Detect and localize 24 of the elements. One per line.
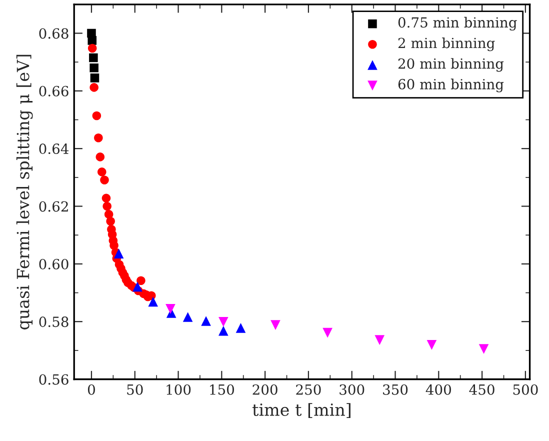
x-tick-label: 0 [88, 384, 95, 395]
x-tick-label: 100 [166, 384, 191, 395]
x-tick-label: 150 [210, 384, 234, 395]
legend-label: 2 min binning [398, 37, 495, 52]
y-tick-label: 0.62 [39, 201, 68, 212]
x-tick-label: 200 [252, 384, 278, 395]
y-tick-label: 0.56 [39, 374, 68, 385]
y-tick-label: 0.68 [39, 28, 68, 39]
y-axis-title: quasi Fermi level splitting μ [eV] [16, 54, 33, 330]
x-axis-title: time t [min] [252, 403, 350, 418]
y-tick-label: 0.66 [39, 86, 68, 96]
y-tick-label: 0.58 [39, 316, 68, 328]
legend-label: 0.75 min binning [398, 16, 517, 31]
legend-label: 60 min binning [398, 78, 504, 92]
legend-label: 20 min binning [398, 58, 504, 72]
x-tick-label: 500 [513, 384, 538, 395]
y-tick-label: 0.60 [39, 258, 68, 270]
x-tick-label: 250 [296, 384, 321, 395]
x-tick-label: 450 [469, 384, 494, 395]
x-tick-label: 300 [340, 384, 364, 395]
x-tick-label: 350 [383, 384, 408, 395]
x-tick-label: 50 [127, 384, 143, 395]
x-tick-label: 400 [426, 384, 451, 395]
y-tick-label: 0.64 [39, 144, 69, 154]
